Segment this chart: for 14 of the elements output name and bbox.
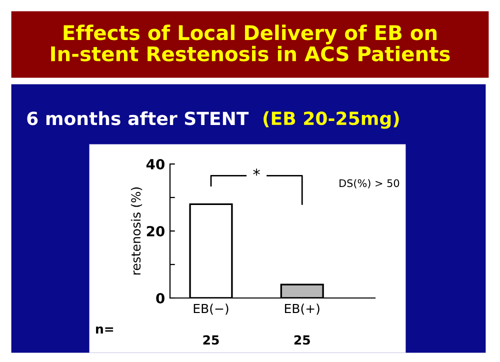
y-tick-label: 0 bbox=[156, 292, 164, 304]
annotation: * bbox=[253, 168, 260, 176]
y-axis-title: restenosis (%) bbox=[130, 187, 142, 275]
text: (EB 20-25mg) bbox=[264, 111, 399, 129]
annotation: DS(%) > 50 bbox=[340, 179, 400, 188]
text: n= bbox=[96, 326, 114, 334]
chart-title: Effects of Local Delivery of EB on In-stent Restenosis in ACS Patients bbox=[51, 24, 450, 62]
y-tick-label: 40 bbox=[146, 158, 164, 170]
chart-subtitle: 6 months after STENT bbox=[27, 111, 249, 126]
x-tick-label: EB(−) bbox=[194, 304, 228, 315]
text: 25 bbox=[203, 335, 219, 345]
x-tick-label: EB(+) bbox=[284, 304, 320, 315]
text: 25 bbox=[294, 335, 310, 345]
y-tick-label: 20 bbox=[146, 226, 164, 236]
